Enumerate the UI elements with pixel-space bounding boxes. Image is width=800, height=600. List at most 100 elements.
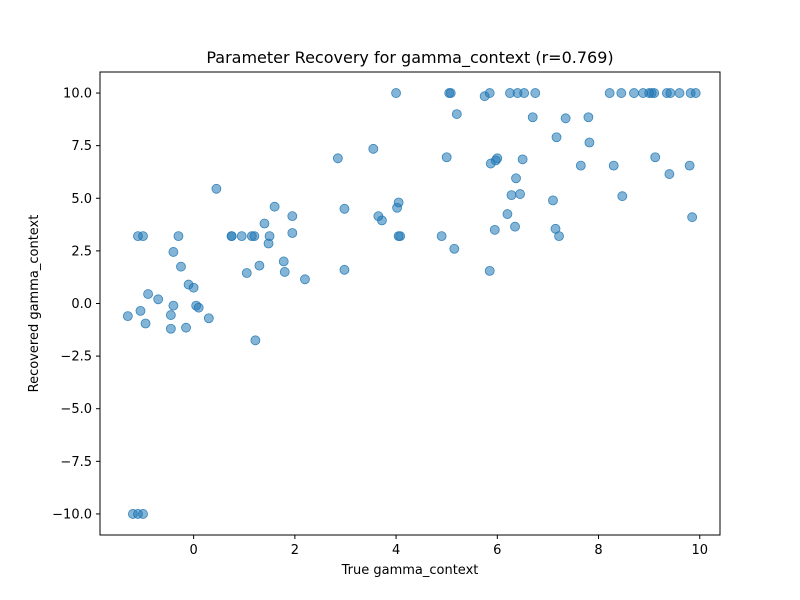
data-point bbox=[604, 88, 615, 98]
data-point bbox=[339, 264, 350, 275]
x-tick-label: 0 bbox=[189, 543, 197, 558]
data-point bbox=[264, 231, 275, 242]
data-point bbox=[527, 112, 538, 123]
data-point bbox=[176, 261, 186, 272]
data-point bbox=[250, 335, 261, 346]
data-point bbox=[181, 322, 191, 333]
data-point bbox=[583, 112, 594, 123]
x-tick-label: 6 bbox=[493, 543, 501, 558]
x-axis-label: True gamma_context bbox=[341, 563, 479, 578]
data-point bbox=[140, 318, 151, 329]
data-point bbox=[451, 109, 462, 119]
data-point bbox=[584, 137, 595, 148]
data-point bbox=[236, 231, 247, 242]
y-tick-label: −2.5 bbox=[60, 350, 92, 365]
data-point bbox=[665, 88, 676, 98]
data-point bbox=[664, 169, 675, 179]
data-point bbox=[395, 231, 406, 242]
data-point bbox=[391, 88, 401, 98]
y-axis-label: Recovered gamma_context bbox=[27, 215, 42, 393]
data-point bbox=[449, 243, 460, 254]
data-point bbox=[279, 267, 290, 277]
y-tick-label: −10.0 bbox=[52, 507, 92, 522]
data-point bbox=[300, 274, 310, 285]
x-tick-label: 2 bbox=[291, 543, 299, 558]
data-point bbox=[226, 231, 237, 242]
y-tick-label: 5.0 bbox=[71, 192, 92, 207]
chart-title: Parameter Recovery for gamma_context (r=… bbox=[206, 48, 613, 68]
data-point bbox=[548, 195, 558, 206]
data-point bbox=[203, 313, 214, 324]
data-point bbox=[332, 153, 343, 164]
data-point bbox=[551, 132, 562, 143]
data-point bbox=[377, 215, 387, 226]
data-point bbox=[629, 88, 639, 98]
data-point bbox=[554, 231, 564, 242]
x-axis-ticks: 0 2 4 6 8 10 bbox=[189, 535, 708, 558]
data-point bbox=[249, 231, 260, 242]
x-tick-label: 4 bbox=[392, 543, 400, 558]
data-point bbox=[492, 153, 503, 164]
data-point bbox=[511, 173, 521, 184]
y-tick-label: 10.0 bbox=[63, 87, 92, 102]
data-point bbox=[510, 221, 520, 232]
data-point bbox=[368, 143, 379, 154]
data-point bbox=[674, 88, 685, 98]
data-point bbox=[560, 113, 571, 124]
data-point bbox=[188, 282, 199, 293]
data-point bbox=[684, 160, 695, 171]
data-point bbox=[135, 305, 146, 316]
data-point bbox=[441, 152, 452, 163]
data-point bbox=[173, 231, 184, 242]
data-point bbox=[165, 310, 176, 320]
data-point bbox=[278, 256, 289, 267]
data-point bbox=[502, 209, 513, 219]
y-tick-label: 7.5 bbox=[71, 139, 92, 154]
data-point bbox=[138, 231, 148, 242]
y-axis-ticks: −10.0 −7.5 −5.0 −2.5 0.0 2.5 5.0 7.5 10.0 bbox=[52, 87, 100, 522]
data-point bbox=[165, 323, 176, 334]
data-point bbox=[608, 160, 619, 171]
data-point bbox=[259, 218, 270, 229]
data-point bbox=[168, 247, 179, 257]
data-point bbox=[269, 201, 280, 212]
data-point bbox=[575, 160, 586, 171]
y-tick-label: 2.5 bbox=[71, 244, 92, 259]
data-point bbox=[690, 88, 701, 98]
data-point bbox=[122, 311, 133, 322]
data-point bbox=[211, 183, 222, 194]
data-point bbox=[515, 189, 525, 199]
data-point bbox=[617, 191, 628, 202]
data-point bbox=[519, 88, 530, 98]
data-point bbox=[506, 190, 517, 201]
data-point bbox=[530, 88, 541, 98]
data-point bbox=[489, 224, 500, 235]
data-point bbox=[143, 289, 153, 299]
data-point bbox=[445, 88, 456, 98]
data-point bbox=[193, 302, 204, 313]
data-point bbox=[254, 260, 265, 271]
y-tick-label: −7.5 bbox=[60, 455, 92, 470]
data-points bbox=[122, 88, 701, 519]
data-point bbox=[484, 265, 495, 276]
data-point bbox=[153, 294, 164, 305]
data-point bbox=[287, 228, 298, 238]
data-point bbox=[436, 231, 447, 242]
data-point bbox=[517, 154, 528, 165]
data-point bbox=[393, 197, 404, 208]
data-point bbox=[168, 300, 179, 311]
x-tick-label: 10 bbox=[691, 543, 708, 558]
data-point bbox=[650, 152, 661, 163]
data-point bbox=[287, 211, 298, 222]
data-point bbox=[484, 88, 495, 98]
y-tick-label: −5.0 bbox=[60, 402, 92, 417]
data-point bbox=[339, 203, 350, 214]
y-tick-label: 0.0 bbox=[71, 297, 92, 312]
data-point bbox=[687, 212, 698, 223]
data-point bbox=[138, 509, 148, 519]
x-tick-label: 8 bbox=[594, 543, 602, 558]
data-point bbox=[241, 268, 252, 278]
data-point bbox=[616, 88, 627, 98]
